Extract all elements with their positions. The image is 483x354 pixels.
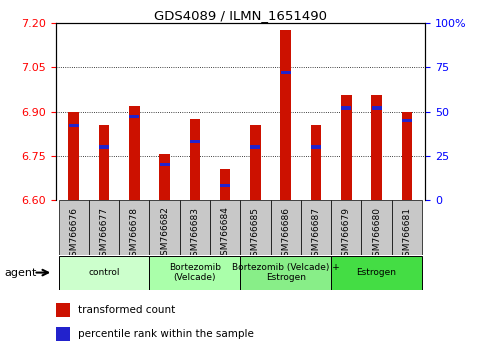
Text: GSM766680: GSM766680 — [372, 207, 381, 262]
Title: GDS4089 / ILMN_1651490: GDS4089 / ILMN_1651490 — [154, 9, 327, 22]
Bar — [89, 200, 119, 255]
Bar — [190, 140, 200, 143]
Bar — [220, 184, 230, 188]
Bar — [149, 200, 180, 255]
Text: GSM766677: GSM766677 — [99, 207, 109, 262]
Bar — [241, 200, 270, 255]
Bar — [220, 169, 230, 200]
Text: GSM766687: GSM766687 — [312, 207, 321, 262]
Bar — [361, 200, 392, 255]
Bar — [99, 145, 109, 149]
Bar — [129, 105, 140, 200]
Text: GSM766686: GSM766686 — [281, 207, 290, 262]
Text: GSM766678: GSM766678 — [130, 207, 139, 262]
Bar — [392, 200, 422, 255]
Bar — [301, 200, 331, 255]
Bar — [331, 200, 361, 255]
Bar — [119, 200, 149, 255]
Text: control: control — [88, 268, 120, 277]
Bar — [371, 95, 382, 200]
Bar — [281, 30, 291, 200]
Bar — [58, 256, 149, 290]
Bar — [281, 71, 291, 74]
Bar — [69, 124, 79, 127]
Text: Bortezomib (Velcade) +
Estrogen: Bortezomib (Velcade) + Estrogen — [232, 263, 340, 282]
Text: GSM766685: GSM766685 — [251, 207, 260, 262]
Text: GSM766681: GSM766681 — [402, 207, 412, 262]
Bar — [180, 200, 210, 255]
Text: GSM766683: GSM766683 — [190, 207, 199, 262]
Text: GSM766676: GSM766676 — [69, 207, 78, 262]
Bar — [159, 154, 170, 200]
Bar — [189, 119, 200, 200]
Text: agent: agent — [5, 268, 37, 278]
Text: GSM766682: GSM766682 — [160, 207, 169, 262]
Bar — [69, 112, 79, 200]
Text: percentile rank within the sample: percentile rank within the sample — [78, 329, 254, 339]
Bar — [99, 125, 109, 200]
Text: Estrogen: Estrogen — [356, 268, 397, 277]
Bar — [371, 107, 382, 110]
Text: transformed count: transformed count — [78, 305, 175, 315]
Bar — [311, 145, 321, 149]
Bar — [341, 95, 352, 200]
Bar — [311, 125, 321, 200]
Bar — [241, 256, 331, 290]
Bar — [250, 125, 261, 200]
Bar — [402, 119, 412, 122]
Bar — [56, 327, 71, 341]
Text: GSM766679: GSM766679 — [342, 207, 351, 262]
Bar — [210, 200, 241, 255]
Bar — [250, 145, 260, 149]
Bar — [270, 200, 301, 255]
Bar — [331, 256, 422, 290]
Bar — [159, 163, 170, 166]
Bar — [58, 200, 89, 255]
Text: Bortezomib
(Velcade): Bortezomib (Velcade) — [169, 263, 221, 282]
Bar — [149, 256, 241, 290]
Bar — [129, 115, 139, 119]
Text: GSM766684: GSM766684 — [221, 207, 229, 262]
Bar — [56, 303, 71, 317]
Bar — [401, 112, 412, 200]
Bar — [341, 107, 351, 110]
